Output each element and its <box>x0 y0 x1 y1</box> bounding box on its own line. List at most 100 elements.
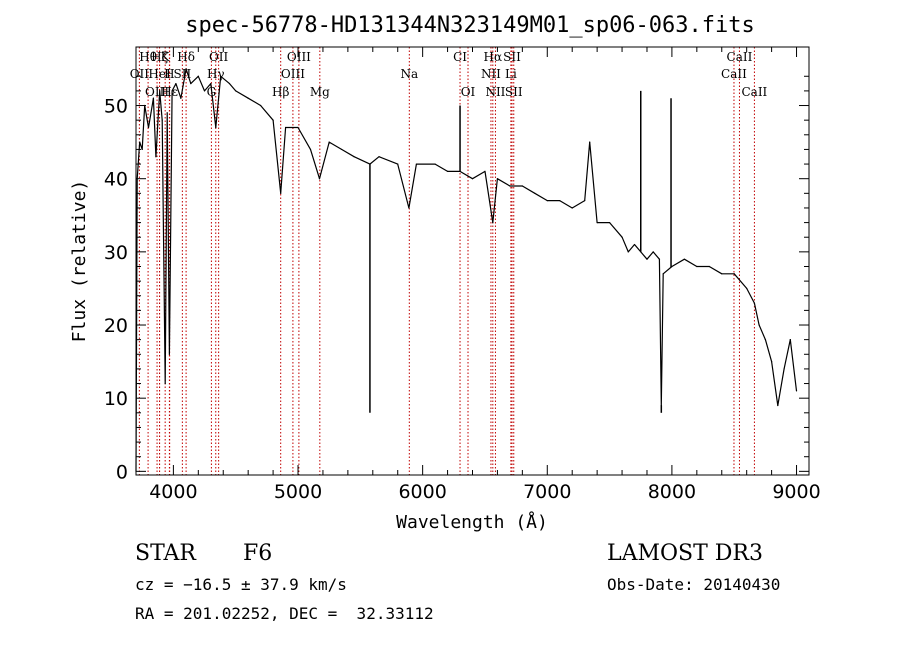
x-tick-label: 5000 <box>274 481 322 503</box>
x-tick-label: 7000 <box>523 481 571 503</box>
line-marker-label: Hζ <box>151 50 168 64</box>
spectrum-point <box>783 368 785 370</box>
spectrum-point <box>309 148 312 151</box>
spectrum-point <box>652 251 654 253</box>
line-marker-label: SII <box>503 50 521 64</box>
chart-title: spec-56778-HD131344N323149M01_sp06-063.f… <box>185 13 755 38</box>
spectrum-point <box>721 273 723 275</box>
line-marker-label: OIII <box>145 85 169 99</box>
plot-frame <box>135 46 810 476</box>
line-marker-label: Na <box>400 67 418 81</box>
line-marker-label: CI <box>453 50 467 64</box>
spectrum-point <box>789 339 791 341</box>
line-marker-label: HeI <box>148 67 171 81</box>
line-marker-label: OII <box>130 67 150 81</box>
line-marker-label: OI <box>461 85 476 99</box>
object-class: STAR <box>135 541 196 566</box>
spectrum-point <box>758 324 760 326</box>
spectrum-point <box>546 200 548 202</box>
spectrum-point <box>260 104 262 107</box>
y-tick-label: 0 <box>116 461 128 483</box>
spectrum-point <box>571 207 573 209</box>
spectrum-point <box>353 156 355 158</box>
y-tick-label: 50 <box>104 96 128 118</box>
spectrum-point <box>633 243 636 246</box>
spectrum-point <box>708 265 710 268</box>
spectrum-point <box>471 178 474 180</box>
spectrum-point <box>228 82 231 85</box>
y-tick-label: 40 <box>104 169 128 191</box>
spectrum-point <box>378 156 380 158</box>
spectrum-point <box>280 192 282 194</box>
spectrum-point <box>341 148 343 151</box>
spectrum-point <box>203 90 206 92</box>
line-marker-label: SII <box>505 85 523 99</box>
spectrum-point <box>284 126 287 129</box>
spectrum-point <box>190 82 192 85</box>
spectrum-point <box>175 82 177 85</box>
spectrum-point <box>484 170 486 172</box>
y-tick-label: 20 <box>104 315 128 337</box>
line-marker-label: Hα <box>484 50 503 64</box>
spectrum-point <box>139 141 141 143</box>
spectrum-point <box>164 382 166 385</box>
spectrum-point <box>155 156 157 158</box>
line-marker-label: NII <box>485 85 505 99</box>
spectrum-point <box>152 97 155 99</box>
x-tick-label: 4000 <box>149 481 197 503</box>
line-marker-label: Li <box>505 67 517 81</box>
y-tick-label: 10 <box>104 388 128 410</box>
spectrum-point <box>171 90 173 92</box>
line-marker-label: Hγ <box>207 67 225 81</box>
line-marker-label: Hε <box>161 85 178 99</box>
spectrum-point <box>627 251 629 253</box>
spectrum-point <box>197 75 199 77</box>
line-marker-label: OIII <box>287 50 311 64</box>
spectrum-point <box>434 163 436 165</box>
spectrum-point <box>415 163 418 165</box>
spectrum-point <box>733 273 735 275</box>
spectrum-point <box>166 112 168 114</box>
spectrum-point <box>658 258 661 260</box>
x-axis-label: Wavelength (Å) <box>396 511 548 533</box>
spectrum-point <box>150 112 152 114</box>
line-marker-label: Hθ <box>139 50 157 64</box>
spectrum-point <box>180 97 182 99</box>
line-marker-label: CaII <box>741 85 767 99</box>
spectrum-line <box>135 68 798 472</box>
spectrum-point <box>777 404 779 407</box>
spectrum-point <box>646 258 648 260</box>
y-tick-label: 30 <box>104 242 128 264</box>
spectrum-point <box>534 192 536 194</box>
spectrum-point <box>696 265 698 268</box>
spectrum-point <box>621 236 623 238</box>
line-marker-label: OII <box>209 50 229 64</box>
x-axis: 4000 5000 6000 7000 8000 9000 <box>149 47 821 503</box>
y-axis: 0 10 20 30 40 50 <box>104 75 809 483</box>
spectrum-point <box>496 178 499 180</box>
spectrum-point <box>318 178 321 180</box>
x-tick-label: 9000 <box>772 481 820 503</box>
spectrum-point <box>771 360 773 363</box>
coordinates: RA = 201.02252, DEC = 32.33112 <box>135 604 434 623</box>
spectrum-point <box>764 339 766 341</box>
line-marker-label: CaII <box>721 67 747 81</box>
spectrum-point <box>185 68 187 70</box>
spectrum-point <box>753 302 756 304</box>
spectrum-point <box>662 273 664 275</box>
redshift-velocity: cz = −16.5 ± 37.9 km/s <box>135 575 347 594</box>
line-marker-group <box>138 47 755 475</box>
spectrum-point <box>141 148 143 151</box>
line-marker-label: NII <box>481 67 501 81</box>
spectrum-point <box>589 141 591 143</box>
survey-name: LAMOST DR3 <box>607 541 763 566</box>
spectrum-point <box>795 390 798 392</box>
spectrum-point <box>168 353 171 355</box>
spectrum-point <box>210 82 212 85</box>
spectrum-point <box>220 75 222 77</box>
spectrum-point <box>397 163 399 165</box>
spectrum-point <box>297 126 299 129</box>
spectrum-point <box>328 141 330 143</box>
